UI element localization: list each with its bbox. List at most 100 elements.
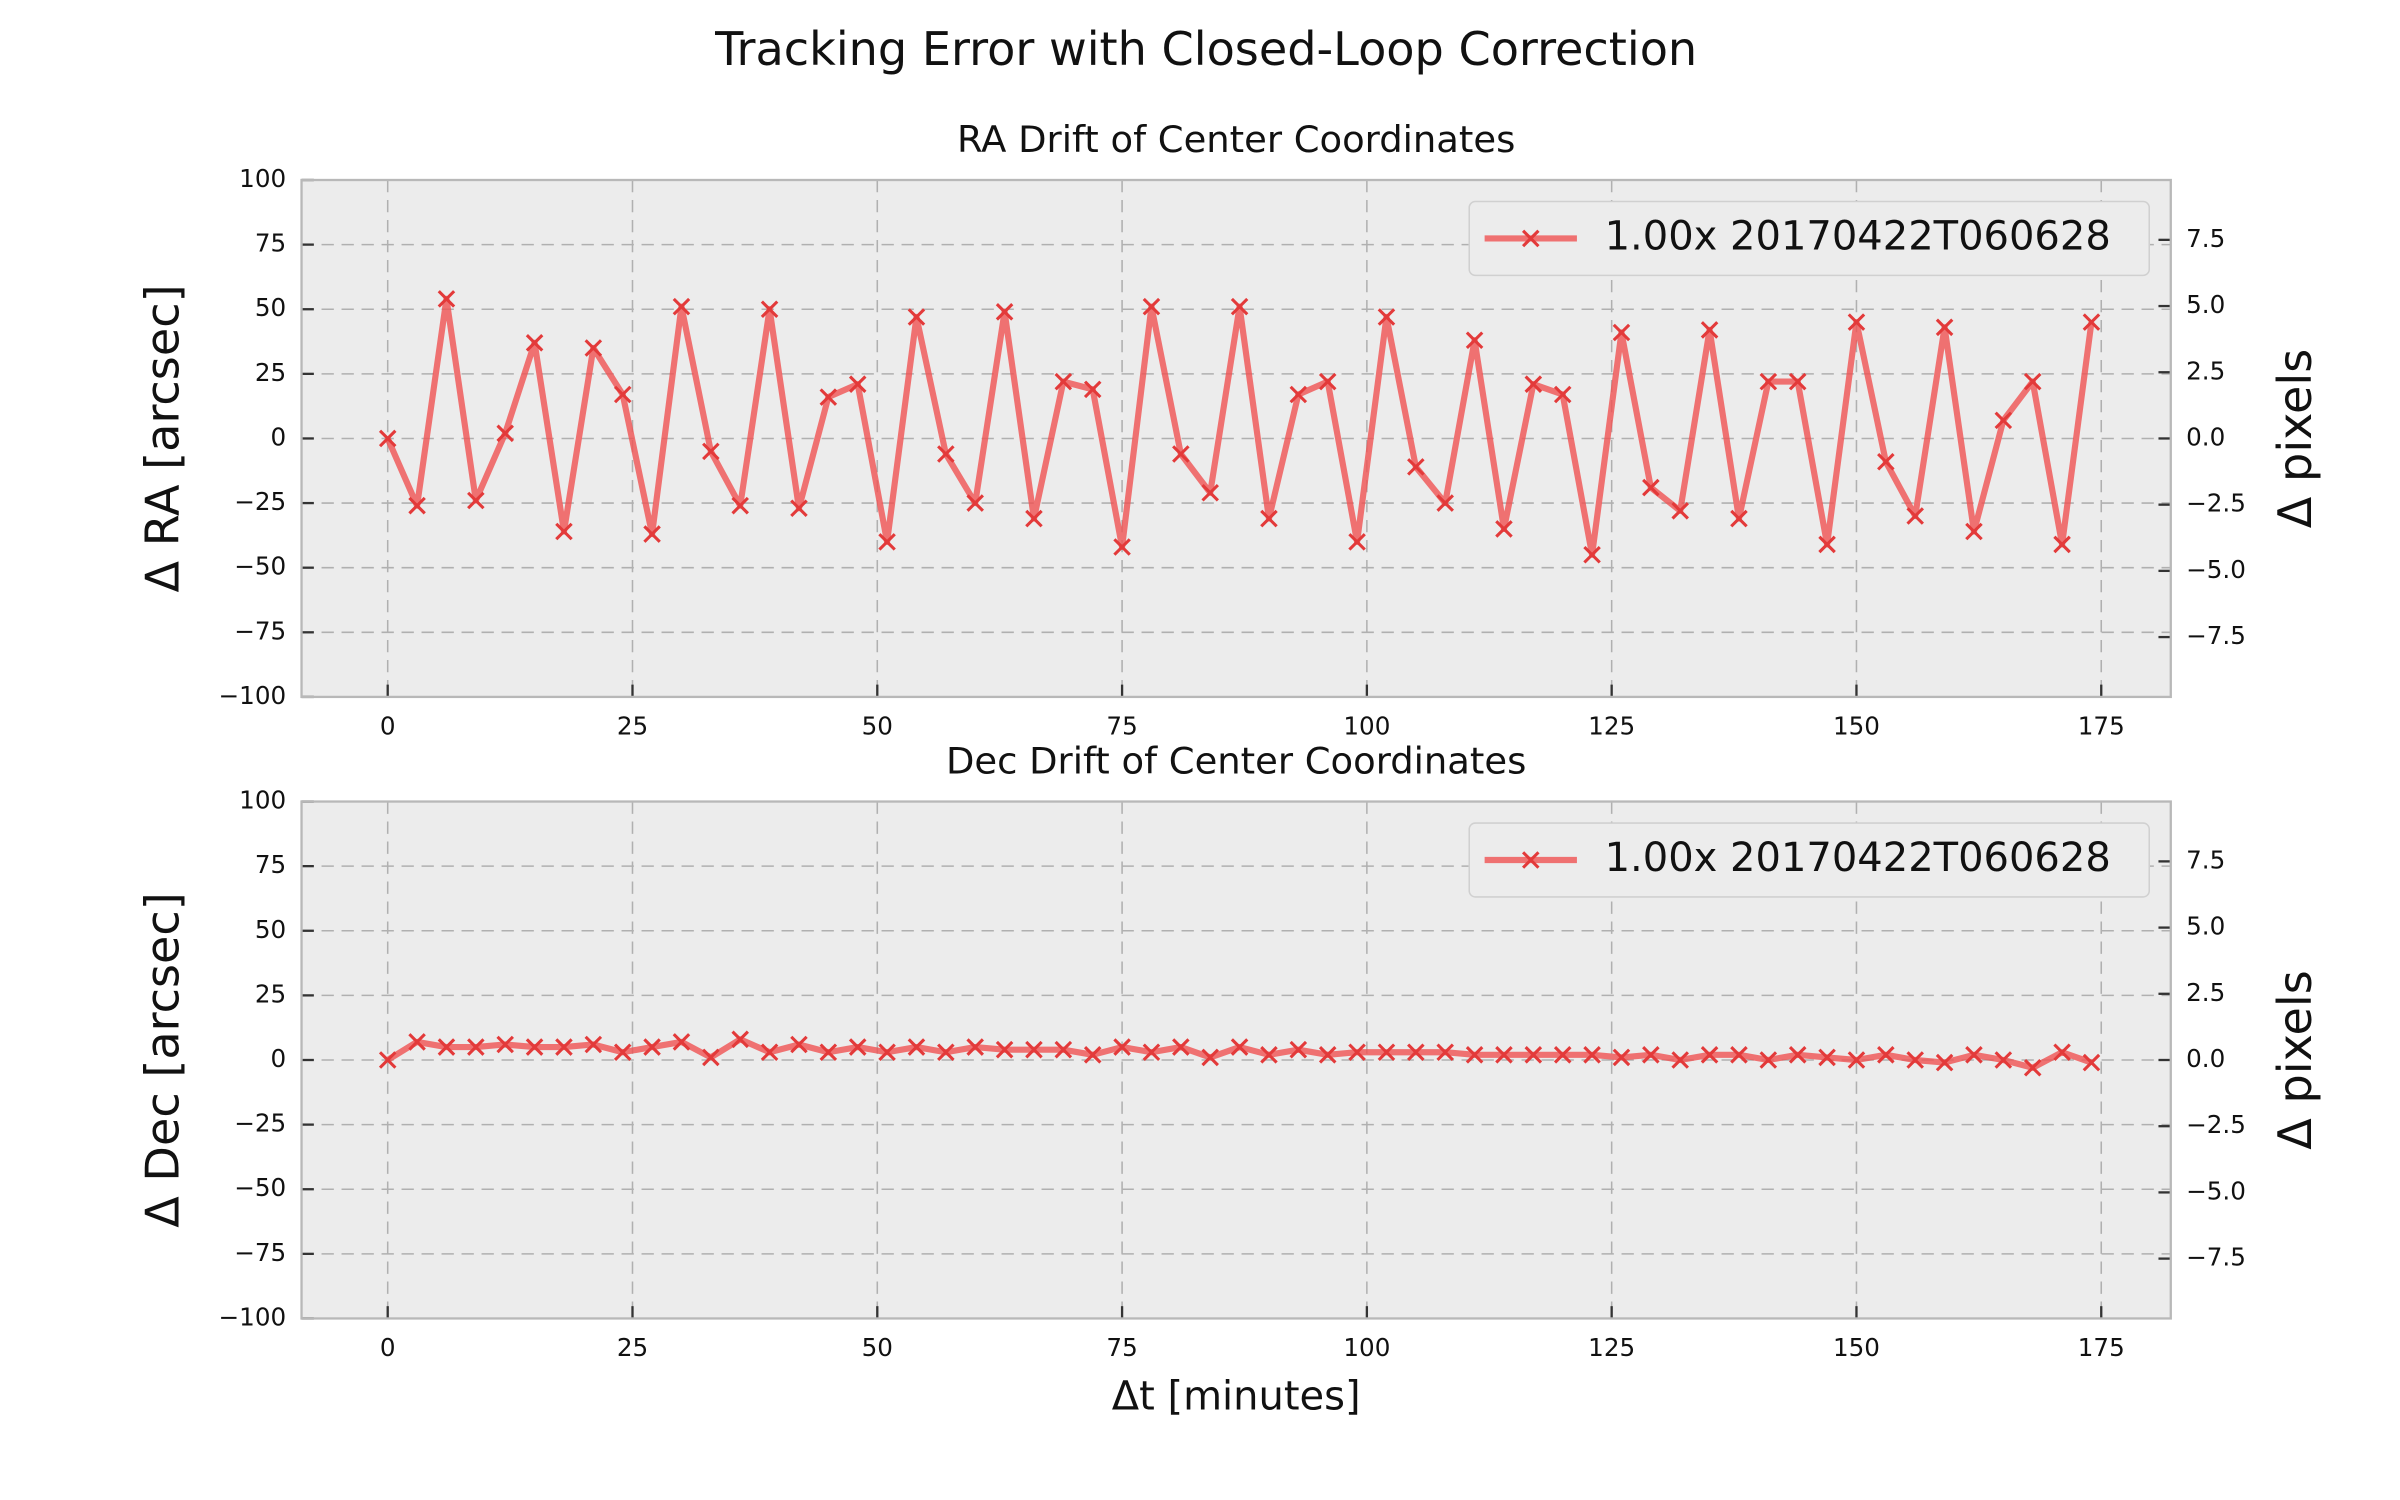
data-marker bbox=[907, 308, 926, 326]
data-marker bbox=[1847, 313, 1866, 331]
y-tick-label: −50 bbox=[234, 552, 286, 581]
data-marker bbox=[1113, 1038, 1131, 1056]
y2-tick-label: 7.5 bbox=[2186, 224, 2225, 253]
data-marker bbox=[584, 339, 603, 357]
y-axis-label: Δ RA [arcsec] bbox=[136, 284, 190, 592]
y-tick-label: 75 bbox=[255, 229, 286, 258]
y2-tick-label: −7.5 bbox=[2186, 621, 2246, 650]
data-marker bbox=[1230, 1038, 1249, 1056]
plot-frame bbox=[300, 800, 2172, 1320]
data-marker bbox=[1965, 1046, 1983, 1064]
data-marker bbox=[1230, 297, 1249, 316]
x-tick-label: 175 bbox=[2078, 1333, 2125, 1362]
data-marker bbox=[1289, 1040, 1308, 1059]
data-marker bbox=[467, 1038, 485, 1056]
figure-title: Tracking Error with Closed-Loop Correcti… bbox=[714, 22, 1697, 76]
y-tick-label: −100 bbox=[219, 1302, 287, 1331]
data-marker bbox=[1318, 1046, 1337, 1064]
data-marker bbox=[1642, 1046, 1660, 1064]
x-tick-label: 75 bbox=[1106, 712, 1137, 741]
y-tick-label: 50 bbox=[255, 293, 286, 322]
data-marker bbox=[1935, 318, 1954, 337]
data-marker bbox=[1818, 535, 1836, 554]
data-marker bbox=[1172, 445, 1190, 463]
data-marker bbox=[2082, 313, 2101, 331]
x-tick-label: 75 bbox=[1106, 1333, 1137, 1362]
data-marker bbox=[790, 1035, 808, 1054]
data-marker bbox=[702, 1048, 720, 1067]
x-tick-label: 150 bbox=[1833, 712, 1880, 741]
data-marker bbox=[848, 1038, 867, 1056]
y2-tick-label: −2.5 bbox=[2186, 1110, 2246, 1139]
x-tick-label: 0 bbox=[380, 712, 396, 741]
y-tick-label: −75 bbox=[234, 616, 286, 645]
x-tick-label: 125 bbox=[1588, 1333, 1635, 1362]
data-marker bbox=[1025, 1040, 1043, 1059]
data-marker bbox=[1994, 411, 2013, 430]
y2-tick-label: 5.0 bbox=[2186, 290, 2225, 319]
data-marker bbox=[1642, 478, 1660, 497]
data-marker bbox=[1730, 1046, 1748, 1064]
data-marker bbox=[1083, 380, 1102, 399]
data-marker bbox=[1142, 297, 1161, 316]
data-marker bbox=[1201, 1048, 1219, 1067]
data-marker bbox=[1553, 1046, 1572, 1064]
legend-box bbox=[1468, 200, 2150, 277]
data-marker bbox=[1994, 1051, 2013, 1069]
data-marker bbox=[1201, 483, 1219, 502]
data-marker bbox=[819, 388, 838, 406]
data-marker bbox=[966, 494, 984, 512]
data-marker bbox=[1877, 452, 1895, 471]
y-tick-label: 25 bbox=[255, 979, 286, 1008]
data-marker bbox=[613, 385, 632, 404]
data-marker bbox=[1465, 331, 1484, 350]
data-marker bbox=[1671, 1051, 1689, 1069]
y-tick-label: 0 bbox=[270, 422, 286, 451]
data-marker bbox=[1348, 1043, 1366, 1062]
legend-box bbox=[1468, 822, 2150, 898]
data-marker bbox=[1788, 1046, 1807, 1064]
y2-tick-label: −2.5 bbox=[2186, 489, 2246, 518]
data-marker bbox=[672, 297, 691, 316]
data-marker bbox=[1289, 385, 1308, 404]
data-marker bbox=[1054, 1040, 1073, 1059]
plot-frame bbox=[300, 178, 2172, 699]
data-marker bbox=[937, 1043, 955, 1062]
data-marker bbox=[702, 442, 720, 461]
data-marker bbox=[1730, 509, 1748, 528]
data-marker bbox=[848, 375, 867, 393]
legend-label: 1.00x 20170422T060628 bbox=[1605, 835, 2111, 881]
y-tick-label: 50 bbox=[255, 915, 286, 944]
subplot-title: RA Drift of Center Coordinates bbox=[957, 118, 1515, 161]
data-marker bbox=[584, 1035, 603, 1054]
x-tick-label: 150 bbox=[1833, 1333, 1880, 1362]
data-marker bbox=[966, 1038, 984, 1056]
legend-label: 1.00x 20170422T060628 bbox=[1605, 213, 2111, 259]
data-marker bbox=[937, 445, 955, 463]
x-tick-label: 125 bbox=[1588, 712, 1635, 741]
y-tick-label: 0 bbox=[270, 1044, 286, 1073]
data-marker bbox=[1407, 458, 1425, 476]
data-marker bbox=[1759, 1051, 1778, 1069]
legend-marker bbox=[1521, 229, 1540, 248]
data-marker bbox=[1436, 1043, 1454, 1062]
data-marker bbox=[496, 1035, 514, 1054]
y2-tick-label: 7.5 bbox=[2186, 845, 2225, 874]
data-marker bbox=[643, 1038, 661, 1056]
data-marker bbox=[1700, 1046, 1719, 1064]
data-marker bbox=[907, 1038, 926, 1056]
data-marker bbox=[1935, 1053, 1954, 1072]
y2-axis-label: Δ pixels bbox=[2268, 349, 2322, 528]
data-marker bbox=[760, 1043, 779, 1062]
data-marker bbox=[1671, 502, 1689, 520]
data-marker bbox=[555, 1038, 573, 1056]
data-marker bbox=[1553, 385, 1572, 404]
data-marker bbox=[995, 303, 1014, 321]
data-marker bbox=[1113, 538, 1131, 556]
data-marker bbox=[378, 1051, 397, 1069]
data-marker bbox=[1524, 375, 1543, 393]
data-marker bbox=[525, 1038, 544, 1056]
y-tick-label: −50 bbox=[234, 1173, 286, 1202]
